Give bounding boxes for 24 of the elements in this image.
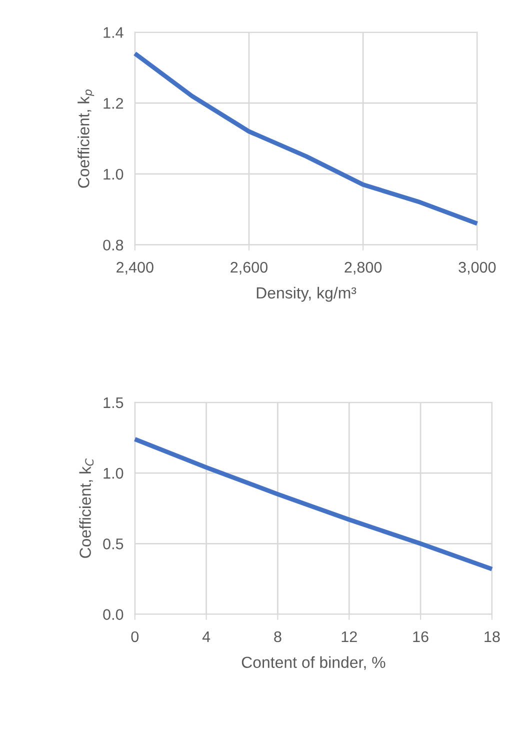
y-axis-title: Coefficient, k$_{p}$ — [78, 90, 94, 188]
y-tick-label: 0.8 — [103, 240, 124, 251]
x-tick-label: 2,600 — [230, 262, 268, 275]
x-tick-label: 12 — [342, 631, 357, 642]
x-tick-label: 2,400 — [116, 262, 154, 275]
y-tick-label: 1.0 — [104, 168, 124, 180]
x-axis-title: Density, kg/m³ — [256, 286, 356, 302]
y-tick-label: 1.2 — [104, 98, 124, 109]
y-axis-title: Coefficient, k$_{C}$ — [79, 458, 94, 558]
y-tick-label: 1.0 — [104, 468, 124, 479]
x-tick-label: 3,000 — [458, 262, 496, 275]
x-tick-label: 18 — [484, 631, 500, 642]
x-tick-label: 0 — [131, 631, 139, 642]
x-tick-label: 16 — [413, 631, 428, 642]
x-tick-label: 4 — [202, 631, 210, 642]
y-tick-label: 1.5 — [104, 397, 124, 408]
x-tick-label: 2,800 — [344, 262, 382, 275]
y-tick-label: 0.5 — [103, 538, 124, 550]
y-tick-label: 1.4 — [104, 27, 124, 38]
line-series — [132, 51, 480, 226]
x-tick-label: 8 — [274, 631, 282, 642]
y-tick-label: 0.0 — [103, 609, 124, 620]
line-series — [132, 436, 494, 572]
x-axis-title: Content of binder, % — [242, 656, 386, 670]
